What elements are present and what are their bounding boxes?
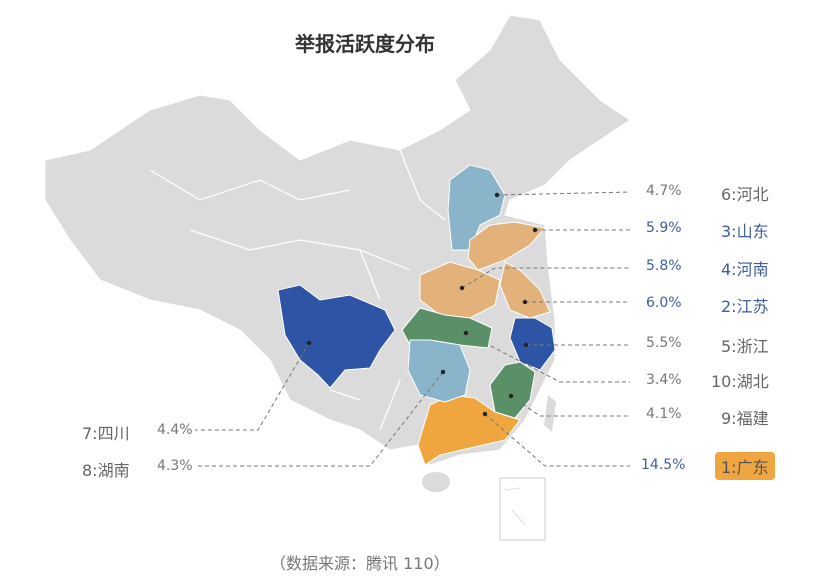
province-dots [306,192,538,417]
province-borders [149,149,446,431]
province-guangdong [417,394,521,466]
label-guangdong-badge: 1:广东 [715,452,775,480]
leader-lines [195,191,631,467]
dot-guangdong [482,411,488,417]
province-hebei [447,164,506,251]
leader-line [465,332,630,383]
dot-hunan [440,369,446,375]
label-henan: 4:河南 [721,260,769,279]
leader-line [195,342,310,431]
share-sichuan: 4.4% [157,422,193,438]
share-zhejiang: 5.5% [646,335,682,351]
label-shandong: 3:山东 [721,222,769,241]
label-hunan: 8:湖南 [82,461,130,480]
share-jiangsu: 6.0% [646,295,682,311]
dot-hebei [494,192,500,198]
share-henan: 5.8% [646,258,682,274]
label-hubei: 10:湖北 [711,372,769,391]
label-sichuan: 7:四川 [82,424,130,443]
data-source: （数据来源：腾讯 110） [270,554,450,573]
dot-henan [459,285,465,291]
share-shandong: 5.9% [646,220,682,236]
province-hunan [407,339,471,403]
label-fujian: 9:福建 [721,409,769,428]
label-jiangsu: 2:江苏 [721,297,769,316]
province-zhejiang [509,317,556,371]
leader-line [195,371,444,467]
label-zhejiang: 5:浙江 [721,337,769,356]
province-shandong [467,221,546,271]
province-henan [419,261,501,319]
share-guangdong: 14.5% [641,457,686,473]
label-hebei: 6:河北 [721,185,769,204]
leader-line [510,395,630,417]
province-jiangsu [499,261,551,319]
leader-line [484,413,630,467]
south-china-sea-inset [499,477,546,541]
dot-jiangsu [522,299,528,305]
hainan [422,472,450,492]
share-hubei: 3.4% [646,372,682,388]
dot-sichuan [306,340,312,346]
province-fujian [489,361,536,419]
dot-fujian [508,393,514,399]
china-outline [44,14,631,466]
dot-shandong [532,227,538,233]
leader-line [461,267,630,289]
map-title: 举报活跃度分布 [295,32,435,56]
dot-hubei [463,330,469,336]
inset-islands [504,487,526,526]
dot-zhejiang [523,342,529,348]
leader-line [496,191,631,196]
taiwan [544,395,556,432]
province-sichuan [277,284,396,389]
share-fujian: 4.1% [646,406,682,422]
share-hunan: 4.3% [157,458,193,474]
share-hebei: 4.7% [646,183,682,199]
